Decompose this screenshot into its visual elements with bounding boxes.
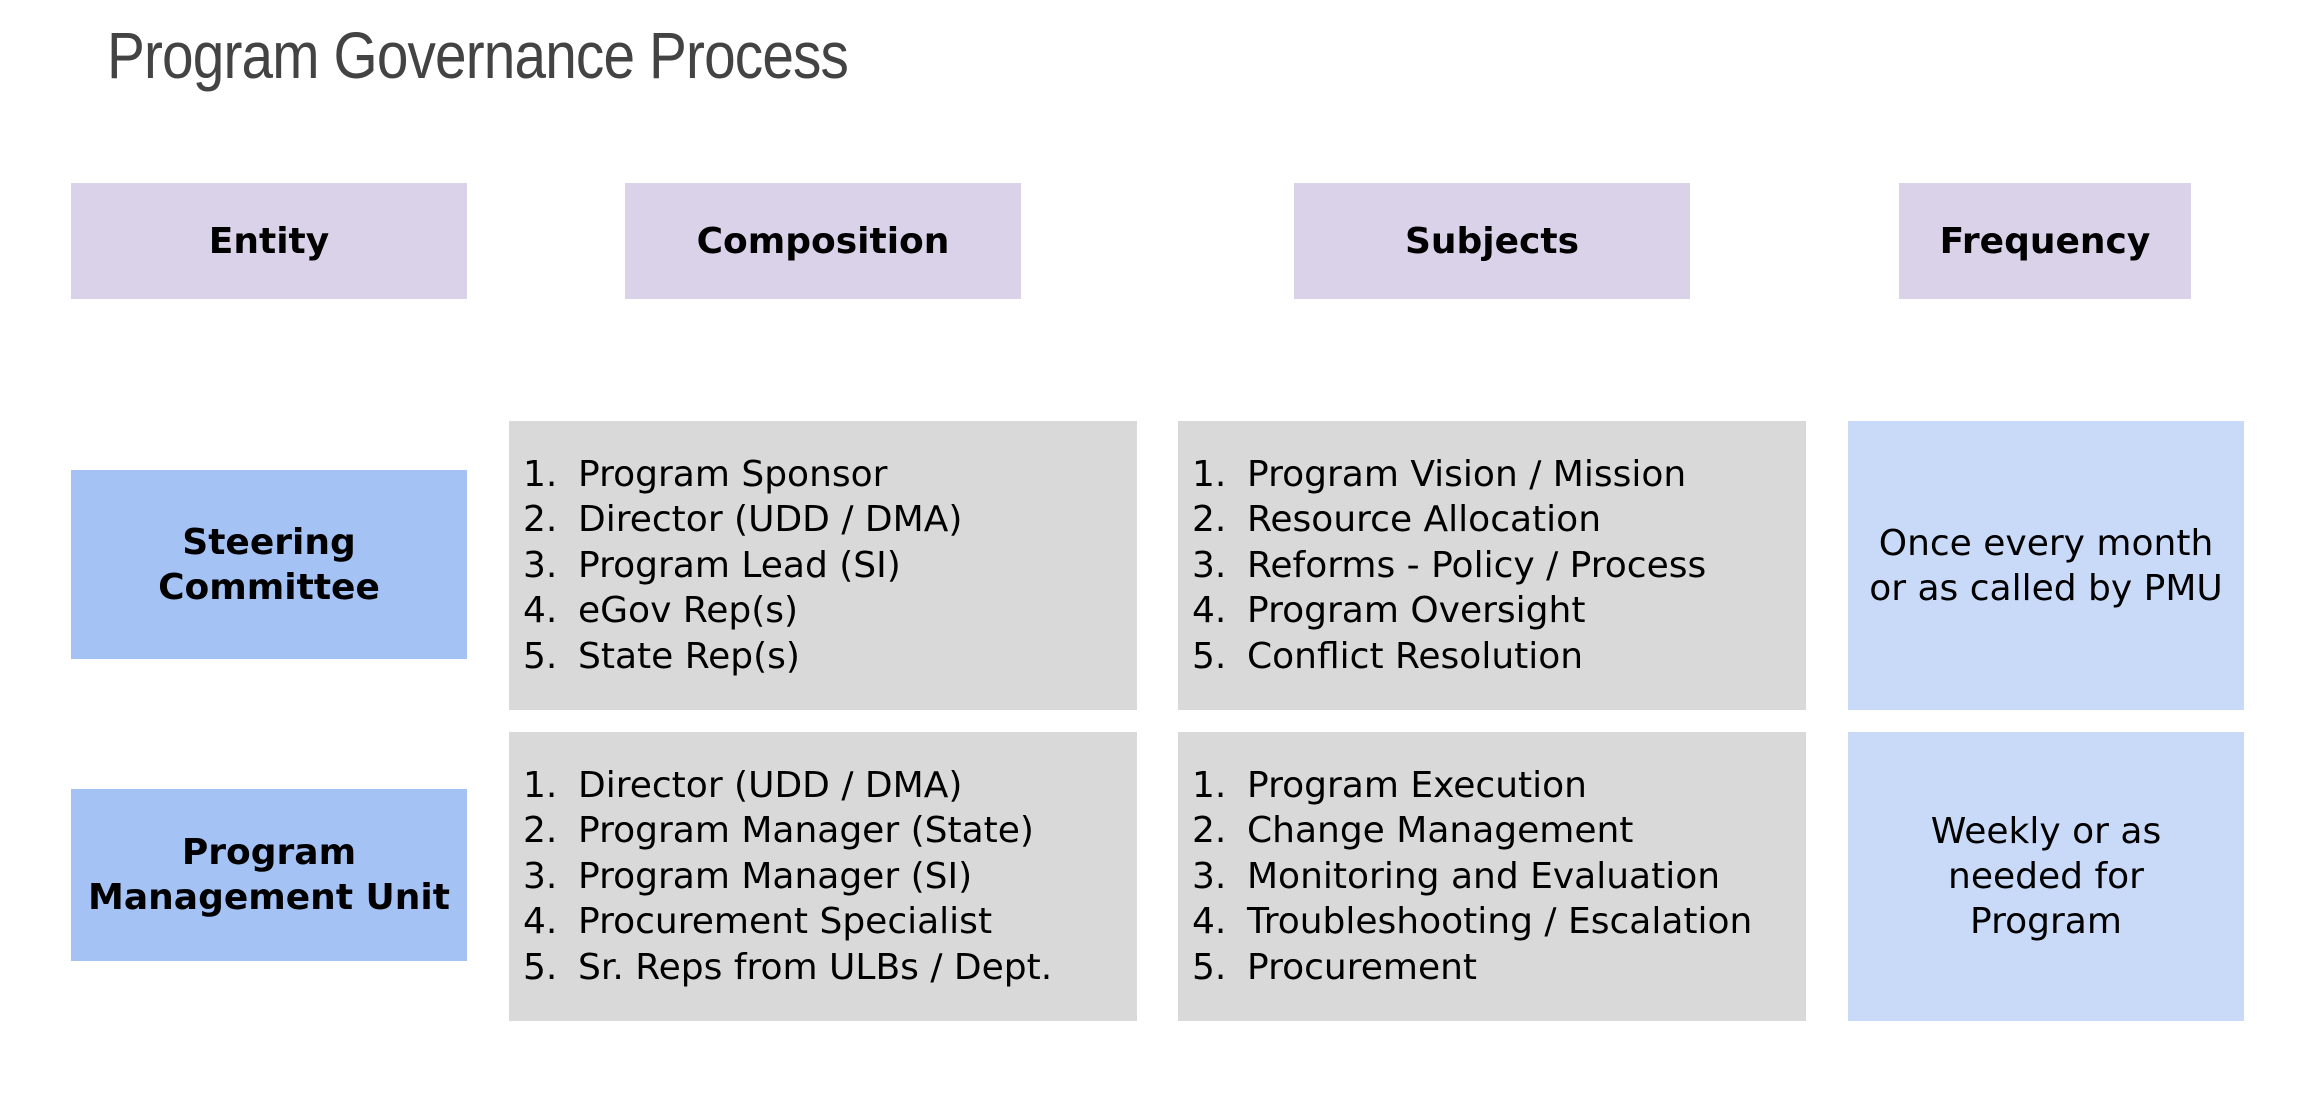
- list-item-text: Program Oversight: [1247, 590, 1586, 632]
- list-item-text: Program Execution: [1247, 764, 1587, 806]
- list-item: 1. Program Execution: [1192, 763, 1752, 809]
- list-number: 3.: [1192, 855, 1227, 897]
- list-item-text: Reforms - Policy / Process: [1247, 544, 1707, 586]
- list-item-text: State Rep(s): [578, 635, 800, 677]
- frequency-line1: Weekly or as: [1930, 811, 2162, 852]
- list-number: 3.: [523, 855, 558, 897]
- list-item: 3. Reforms - Policy / Process: [1192, 543, 1706, 589]
- composition-box-pmu: 1. Director (UDD / DMA) 2. Program Manager…: [509, 732, 1137, 1021]
- frequency-line1: Once every month: [1878, 522, 2214, 564]
- list-number: 5.: [1192, 946, 1227, 988]
- list-number: 1.: [523, 764, 558, 806]
- list-number: 2.: [1192, 810, 1227, 852]
- entity-label-line2: Management Unit: [88, 877, 450, 918]
- list-item-text: eGov Rep(s): [578, 590, 799, 632]
- list-number: 5.: [523, 946, 558, 988]
- list-number: 4.: [523, 901, 558, 943]
- list-item: 1. Program Vision / Mission: [1192, 452, 1706, 498]
- entity-label-line1: Steering: [182, 521, 356, 563]
- list-item: 2. Program Manager (State): [523, 808, 1052, 854]
- list-item-text: Conflict Resolution: [1247, 635, 1584, 677]
- header-composition: Composition: [625, 183, 1021, 299]
- list-item-text: Change Management: [1247, 810, 1634, 852]
- composition-box-steering: 1. Program Sponsor 2. Director (UDD / DMA)…: [509, 421, 1137, 710]
- list-item: 4. Procurement Specialist: [523, 899, 1052, 945]
- list-item-text: Program Lead (SI): [578, 544, 901, 586]
- list-item: 5. Procurement: [1192, 945, 1752, 991]
- header-subjects-label: Subjects: [1404, 220, 1580, 262]
- list-item-text: Sr. Reps from ULBs / Dept.: [578, 946, 1053, 988]
- list-number: 5.: [1192, 635, 1227, 677]
- subjects-list: 1. Program Vision / Mission 2. Resource Al…: [1192, 452, 1706, 680]
- list-item: 2. Change Management: [1192, 808, 1752, 854]
- composition-list: 1. Program Sponsor 2. Director (UDD / DMA)…: [523, 452, 962, 680]
- header-entity: Entity: [71, 183, 467, 299]
- list-item-text: Monitoring and Evaluation: [1247, 855, 1721, 897]
- entity-label-line2: Committee: [158, 566, 380, 608]
- list-item-text: Troubleshooting / Escalation: [1247, 901, 1753, 943]
- frequency-line3: Program: [1970, 901, 2122, 942]
- entity-steering-committee: Steering Committee: [71, 470, 467, 659]
- list-item: 1. Program Sponsor: [523, 452, 962, 498]
- list-number: 4.: [1192, 590, 1227, 632]
- header-entity-label: Entity: [208, 220, 330, 262]
- frequency-line2: or as called by PMU: [1869, 567, 2223, 609]
- entity-label-line1: Program: [181, 832, 357, 873]
- header-frequency: Frequency: [1899, 183, 2191, 299]
- list-number: 1.: [1192, 453, 1227, 495]
- entity-program-management-unit: Program Management Unit: [71, 789, 467, 961]
- list-number: 4.: [523, 590, 558, 632]
- list-number: 2.: [1192, 499, 1227, 541]
- header-composition-label: Composition: [696, 220, 950, 262]
- list-number: 4.: [1192, 901, 1227, 943]
- list-item-text: Director (UDD / DMA): [578, 499, 963, 541]
- list-item-text: Procurement: [1247, 946, 1478, 988]
- list-item: 5. Sr. Reps from ULBs / Dept.: [523, 945, 1052, 991]
- list-item: 4. Troubleshooting / Escalation: [1192, 899, 1752, 945]
- subjects-box-steering: 1. Program Vision / Mission 2. Resource Al…: [1178, 421, 1806, 710]
- header-frequency-label: Frequency: [1939, 220, 2151, 262]
- list-number: 3.: [1192, 544, 1227, 586]
- list-item-text: Program Sponsor: [578, 453, 888, 495]
- list-item-text: Program Manager (SI): [578, 855, 973, 897]
- list-number: 5.: [523, 635, 558, 677]
- list-item: 2. Director (UDD / DMA): [523, 497, 962, 543]
- list-number: 2.: [523, 810, 558, 852]
- list-item: 5. State Rep(s): [523, 634, 962, 680]
- list-item-text: Director (UDD / DMA): [578, 764, 963, 806]
- header-subjects: Subjects: [1294, 183, 1690, 299]
- list-item: 3. Program Lead (SI): [523, 543, 962, 589]
- list-item: 3. Monitoring and Evaluation: [1192, 854, 1752, 900]
- list-item-text: Program Manager (State): [578, 810, 1034, 852]
- subjects-list: 1. Program Execution 2. Change Management …: [1192, 763, 1752, 991]
- list-number: 1.: [523, 453, 558, 495]
- list-item-text: Resource Allocation: [1247, 499, 1602, 541]
- composition-list: 1. Director (UDD / DMA) 2. Program Manager…: [523, 763, 1052, 991]
- subjects-box-pmu: 1. Program Execution 2. Change Management …: [1178, 732, 1806, 1021]
- list-number: 2.: [523, 499, 558, 541]
- frequency-line2: needed for: [1948, 856, 2144, 897]
- frequency-box-pmu: Weekly or as needed for Program: [1848, 732, 2244, 1021]
- list-item: 1. Director (UDD / DMA): [523, 763, 1052, 809]
- frequency-box-steering: Once every month or as called by PMU: [1848, 421, 2244, 710]
- list-number: 3.: [523, 544, 558, 586]
- list-item: 3. Program Manager (SI): [523, 854, 1052, 900]
- list-item: 4. Program Oversight: [1192, 588, 1706, 634]
- page-title: Program Governance Process: [107, 18, 849, 92]
- list-item-text: Procurement Specialist: [578, 901, 993, 943]
- list-item: 2. Resource Allocation: [1192, 497, 1706, 543]
- list-item-text: Program Vision / Mission: [1247, 453, 1687, 495]
- list-number: 1.: [1192, 764, 1227, 806]
- list-item: 5. Conflict Resolution: [1192, 634, 1706, 680]
- list-item: 4. eGov Rep(s): [523, 588, 962, 634]
